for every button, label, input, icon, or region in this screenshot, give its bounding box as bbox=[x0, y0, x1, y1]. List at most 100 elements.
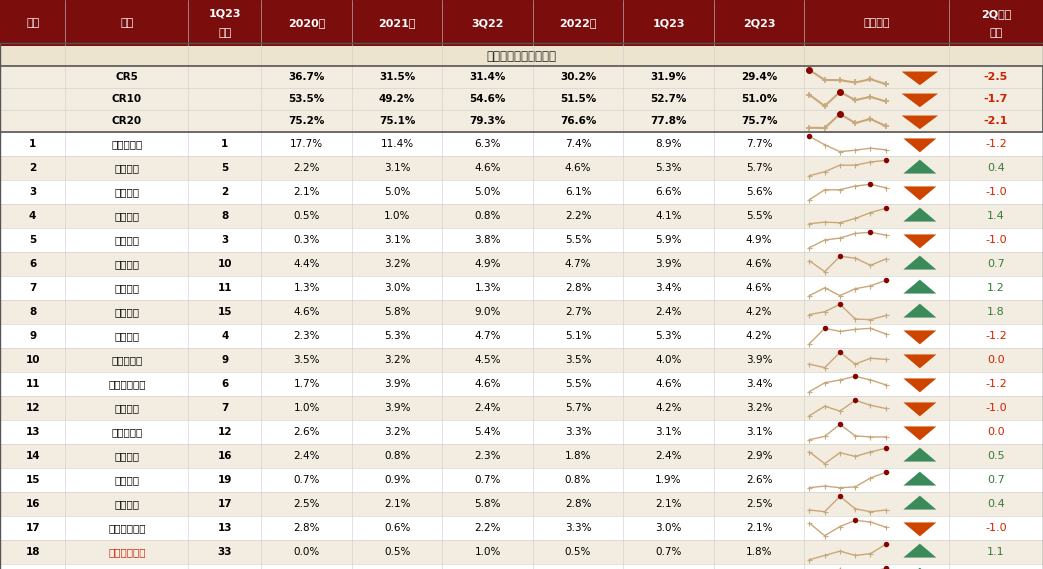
Text: 52.7%: 52.7% bbox=[651, 94, 686, 104]
Text: 0.3%: 0.3% bbox=[293, 235, 320, 245]
Text: 18: 18 bbox=[25, 547, 40, 557]
Bar bbox=[0, 228, 1043, 252]
Text: 博时基金: 博时基金 bbox=[115, 307, 140, 317]
Text: 机构: 机构 bbox=[120, 18, 134, 28]
Text: 8.9%: 8.9% bbox=[655, 139, 682, 149]
Text: 6.3%: 6.3% bbox=[475, 139, 501, 149]
Text: 1.3%: 1.3% bbox=[293, 283, 320, 293]
Text: 3.5%: 3.5% bbox=[565, 355, 591, 365]
Polygon shape bbox=[903, 234, 937, 248]
Text: 8: 8 bbox=[29, 307, 37, 317]
Text: 49.2%: 49.2% bbox=[379, 94, 415, 104]
Text: 30.2%: 30.2% bbox=[560, 72, 597, 82]
Text: 2.3%: 2.3% bbox=[475, 451, 501, 461]
Text: 3.2%: 3.2% bbox=[384, 259, 410, 269]
Bar bbox=[624, 0, 713, 46]
Text: 招商基金: 招商基金 bbox=[115, 187, 140, 197]
Text: 0.5%: 0.5% bbox=[384, 547, 410, 557]
Text: 2.7%: 2.7% bbox=[565, 307, 591, 317]
Text: 31.9%: 31.9% bbox=[651, 72, 686, 82]
Polygon shape bbox=[903, 522, 937, 537]
Text: 4.2%: 4.2% bbox=[746, 331, 772, 341]
Text: 1.8%: 1.8% bbox=[565, 451, 591, 461]
Text: 南方基金: 南方基金 bbox=[115, 403, 140, 413]
Text: 0.7: 0.7 bbox=[987, 259, 1004, 269]
Text: 5.1%: 5.1% bbox=[565, 331, 591, 341]
Text: 2020年: 2020年 bbox=[288, 18, 325, 28]
Text: 3.9%: 3.9% bbox=[384, 379, 410, 389]
Text: -1.0: -1.0 bbox=[985, 187, 1006, 197]
Text: 份额变化: 份额变化 bbox=[864, 18, 890, 28]
Text: 17: 17 bbox=[25, 523, 40, 533]
Text: 0.4: 0.4 bbox=[987, 499, 1004, 509]
Text: 平安基金: 平安基金 bbox=[115, 451, 140, 461]
Text: 29.4%: 29.4% bbox=[741, 72, 777, 82]
Bar bbox=[0, 540, 1043, 564]
Text: 2.8%: 2.8% bbox=[565, 283, 591, 293]
Text: 排名: 排名 bbox=[218, 28, 232, 38]
Bar bbox=[0, 66, 1043, 132]
Text: 2.4%: 2.4% bbox=[475, 403, 501, 413]
Text: 9.0%: 9.0% bbox=[475, 307, 501, 317]
Text: 3.4%: 3.4% bbox=[746, 379, 772, 389]
Text: 0.6%: 0.6% bbox=[384, 523, 410, 533]
Polygon shape bbox=[903, 448, 937, 461]
Text: 嘉实基金: 嘉实基金 bbox=[115, 211, 140, 221]
Text: 10: 10 bbox=[25, 355, 40, 365]
Text: 12: 12 bbox=[218, 427, 233, 437]
Text: 1.0%: 1.0% bbox=[384, 211, 410, 221]
Bar bbox=[189, 0, 262, 46]
Bar bbox=[0, 324, 1043, 348]
Text: 5.0%: 5.0% bbox=[475, 187, 501, 197]
Text: 79.3%: 79.3% bbox=[469, 116, 506, 126]
Text: 75.7%: 75.7% bbox=[741, 116, 777, 126]
Text: -1.0: -1.0 bbox=[985, 403, 1006, 413]
Text: 1.4: 1.4 bbox=[987, 211, 1004, 221]
Text: 0.0%: 0.0% bbox=[293, 547, 320, 557]
Text: 3: 3 bbox=[221, 235, 228, 245]
Bar bbox=[0, 564, 1043, 569]
Text: 3.1%: 3.1% bbox=[384, 163, 410, 173]
Bar bbox=[0, 468, 1043, 492]
Polygon shape bbox=[903, 426, 937, 440]
Text: 4.6%: 4.6% bbox=[475, 379, 501, 389]
Text: 3.9%: 3.9% bbox=[655, 259, 682, 269]
Bar bbox=[0, 444, 1043, 468]
Text: 4.7%: 4.7% bbox=[475, 331, 501, 341]
Polygon shape bbox=[903, 160, 937, 174]
Text: 2.8%: 2.8% bbox=[565, 499, 591, 509]
Text: 1.9%: 1.9% bbox=[655, 475, 682, 485]
Text: 0.7%: 0.7% bbox=[293, 475, 320, 485]
Text: 2.2%: 2.2% bbox=[293, 163, 320, 173]
Text: -1.2: -1.2 bbox=[985, 379, 1006, 389]
Text: 1: 1 bbox=[29, 139, 37, 149]
Text: 51.0%: 51.0% bbox=[741, 94, 777, 104]
Text: 2.1%: 2.1% bbox=[384, 499, 410, 509]
Text: 2: 2 bbox=[221, 187, 228, 197]
Bar bbox=[0, 348, 1043, 372]
Text: 4.6%: 4.6% bbox=[746, 259, 772, 269]
Text: 0.8%: 0.8% bbox=[475, 211, 501, 221]
Text: 3Q22: 3Q22 bbox=[471, 18, 504, 28]
Text: 8: 8 bbox=[221, 211, 228, 221]
Text: 3.8%: 3.8% bbox=[475, 235, 501, 245]
Text: 1.0%: 1.0% bbox=[475, 547, 501, 557]
Text: 3.3%: 3.3% bbox=[565, 427, 591, 437]
Text: 2.1%: 2.1% bbox=[293, 187, 320, 197]
Bar bbox=[0, 420, 1043, 444]
Text: 75.1%: 75.1% bbox=[379, 116, 415, 126]
Text: 1.0%: 1.0% bbox=[293, 403, 320, 413]
Text: 4.1%: 4.1% bbox=[655, 211, 682, 221]
Text: 2.2%: 2.2% bbox=[475, 523, 501, 533]
Text: 2.4%: 2.4% bbox=[655, 451, 682, 461]
Text: 0.5%: 0.5% bbox=[293, 211, 320, 221]
Text: 0.0: 0.0 bbox=[987, 355, 1004, 365]
Bar bbox=[0, 492, 1043, 516]
Text: 排序: 排序 bbox=[26, 18, 40, 28]
Text: 16: 16 bbox=[218, 451, 233, 461]
Text: 76.6%: 76.6% bbox=[560, 116, 597, 126]
Text: 17.7%: 17.7% bbox=[290, 139, 323, 149]
Text: 3.1%: 3.1% bbox=[384, 235, 410, 245]
Text: 5.5%: 5.5% bbox=[565, 379, 591, 389]
Text: -1.2: -1.2 bbox=[985, 331, 1006, 341]
